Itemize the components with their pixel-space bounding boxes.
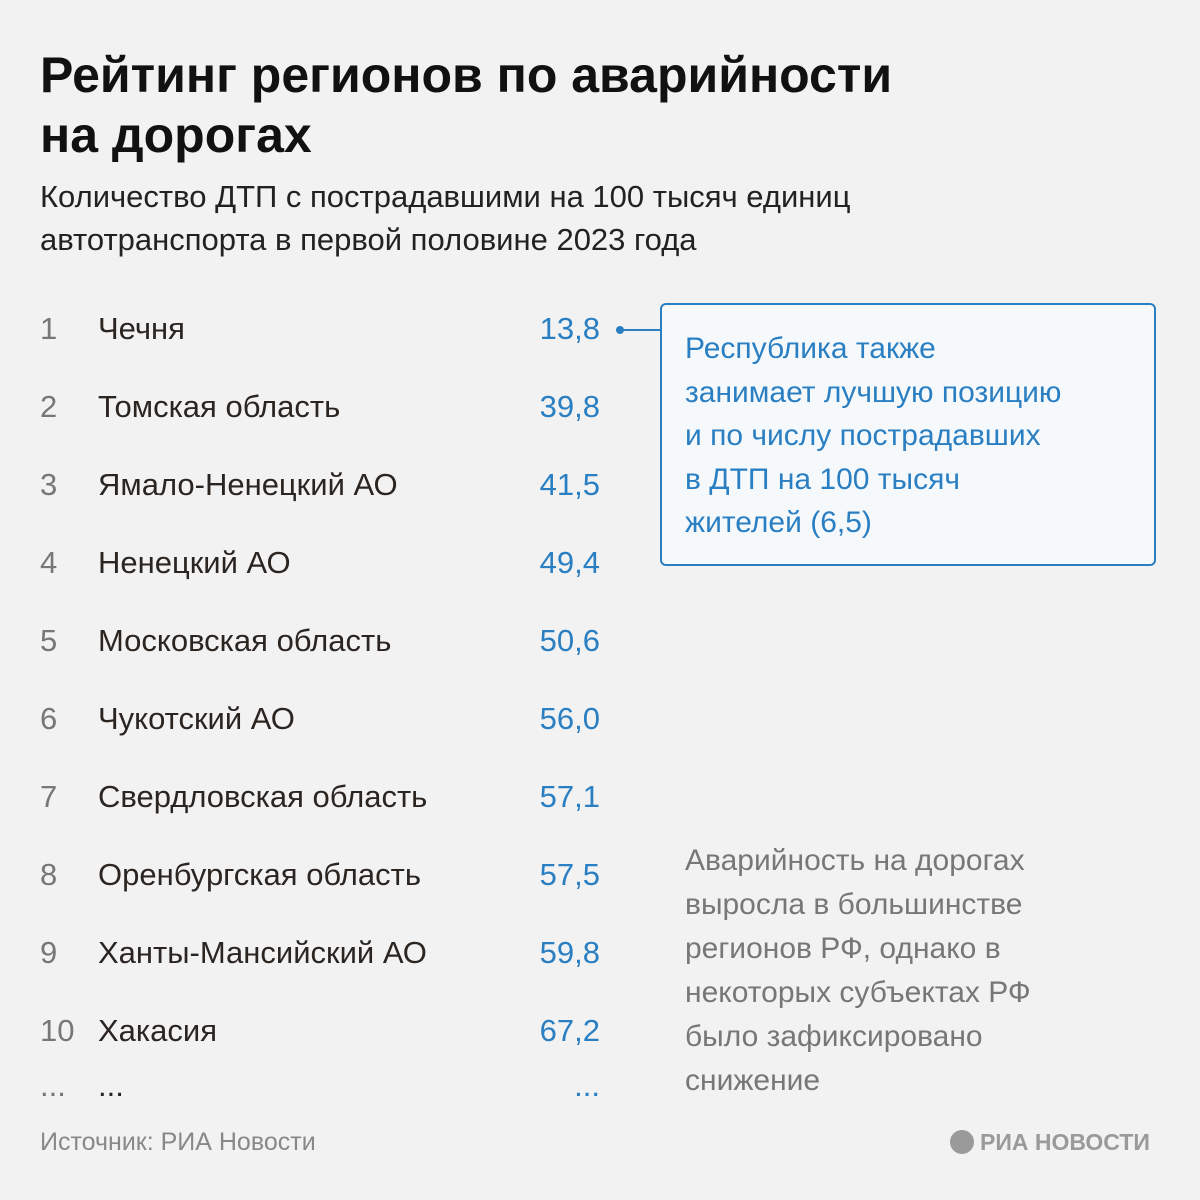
rank: 7 xyxy=(40,779,58,814)
region-name: Томская область xyxy=(98,389,341,424)
note-line: регионов РФ, однако в xyxy=(685,932,1001,965)
rank: 1 xyxy=(40,311,58,346)
note-line: выросла в большинстве xyxy=(685,888,1023,921)
rate-value: 13,8 xyxy=(539,311,600,346)
region-name: Чечня xyxy=(98,311,185,346)
rate-value: 67,2 xyxy=(539,1013,600,1048)
note-line: было зафиксировано xyxy=(685,1020,983,1053)
rate-value: 59,8 xyxy=(539,935,600,970)
title-line: Рейтинг регионов по аварийности xyxy=(40,47,893,103)
region-name: Хакасия xyxy=(98,1013,218,1048)
subtitle-line: Количество ДТП с пострадавшими на 100 ты… xyxy=(40,179,851,214)
region-name: Оренбургская область xyxy=(98,857,421,892)
rate-value: ... xyxy=(574,1068,600,1103)
region-name: Московская область xyxy=(98,623,392,658)
rank: 3 xyxy=(40,467,58,502)
note-line: Аварийность на дорогах xyxy=(685,844,1025,877)
logo-icon xyxy=(950,1130,974,1154)
rate-value: 39,8 xyxy=(539,389,600,424)
rank: 2 xyxy=(40,389,58,424)
subtitle-line: автотранспорта в первой половине 2023 го… xyxy=(40,222,697,257)
callout-line: и по числу пострадавших xyxy=(685,419,1041,452)
region-name: Ямало-Ненецкий АО xyxy=(98,467,398,502)
callout-line: в ДТП на 100 тысяч xyxy=(685,462,960,496)
source: Источник: РИА Новости xyxy=(40,1128,316,1156)
rank: 5 xyxy=(40,623,58,658)
note-line: некоторых субъектах РФ xyxy=(685,976,1031,1009)
callout-box xyxy=(660,303,1156,566)
rank: 10 xyxy=(40,1013,75,1048)
callout-line: жителей (6,5) xyxy=(685,506,872,539)
rate-value: 57,1 xyxy=(539,779,600,814)
callout-line: Республика также xyxy=(685,332,936,365)
note-line: снижение xyxy=(685,1064,821,1097)
rate-value: 57,5 xyxy=(539,857,600,892)
rate-value: 49,4 xyxy=(539,545,600,580)
region-name: Ненецкий АО xyxy=(98,545,291,580)
rank: 9 xyxy=(40,935,58,970)
rank: 8 xyxy=(40,857,58,892)
logo-text: РИА НОВОСТИ xyxy=(980,1129,1150,1155)
region-name: Свердловская область xyxy=(98,779,428,814)
rank: ... xyxy=(40,1068,66,1103)
region-name: ... xyxy=(98,1068,124,1103)
rate-value: 50,6 xyxy=(539,623,600,658)
title-line: на дорогах xyxy=(40,107,312,163)
callout-line: занимает лучшую позицию xyxy=(685,375,1062,409)
region-name: Ханты-Мансийский АО xyxy=(98,935,427,970)
rate-value: 56,0 xyxy=(539,701,600,736)
rank: 4 xyxy=(40,545,58,580)
rate-value: 41,5 xyxy=(539,467,600,502)
rank: 6 xyxy=(40,701,58,736)
region-name: Чукотский АО xyxy=(98,701,295,736)
